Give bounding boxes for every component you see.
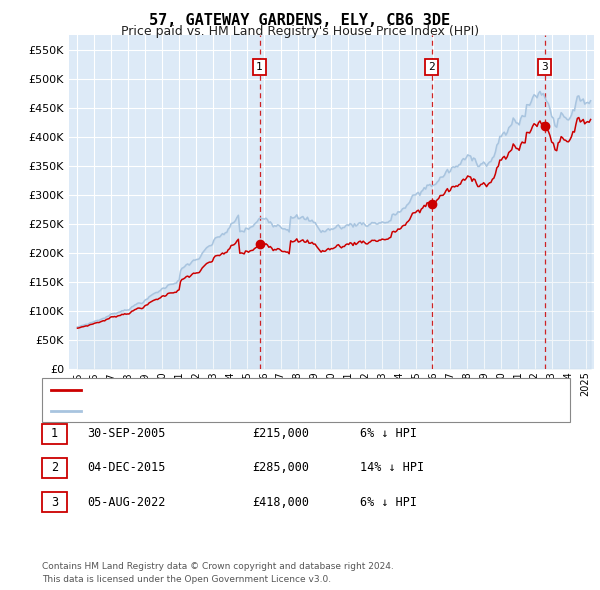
Text: 6% ↓ HPI: 6% ↓ HPI [360,427,417,440]
Text: £215,000: £215,000 [252,427,309,440]
Text: Contains HM Land Registry data © Crown copyright and database right 2024.: Contains HM Land Registry data © Crown c… [42,562,394,571]
Text: £285,000: £285,000 [252,461,309,474]
Text: 1: 1 [256,62,263,72]
Text: 1: 1 [51,427,58,440]
Text: Price paid vs. HM Land Registry's House Price Index (HPI): Price paid vs. HM Land Registry's House … [121,25,479,38]
Text: 6% ↓ HPI: 6% ↓ HPI [360,496,417,509]
Text: 14% ↓ HPI: 14% ↓ HPI [360,461,424,474]
Text: 04-DEC-2015: 04-DEC-2015 [87,461,166,474]
Text: 30-SEP-2005: 30-SEP-2005 [87,427,166,440]
Text: 05-AUG-2022: 05-AUG-2022 [87,496,166,509]
Text: 2: 2 [428,62,435,72]
Text: 3: 3 [51,496,58,509]
Text: HPI: Average price, detached house, East Cambridgeshire: HPI: Average price, detached house, East… [87,406,458,416]
Text: 2: 2 [51,461,58,474]
Text: £418,000: £418,000 [252,496,309,509]
Text: This data is licensed under the Open Government Licence v3.0.: This data is licensed under the Open Gov… [42,575,331,584]
Text: 3: 3 [541,62,548,72]
Text: 57, GATEWAY GARDENS, ELY, CB6 3DE: 57, GATEWAY GARDENS, ELY, CB6 3DE [149,13,451,28]
Text: 57, GATEWAY GARDENS, ELY, CB6 3DE (detached house): 57, GATEWAY GARDENS, ELY, CB6 3DE (detac… [87,385,425,395]
